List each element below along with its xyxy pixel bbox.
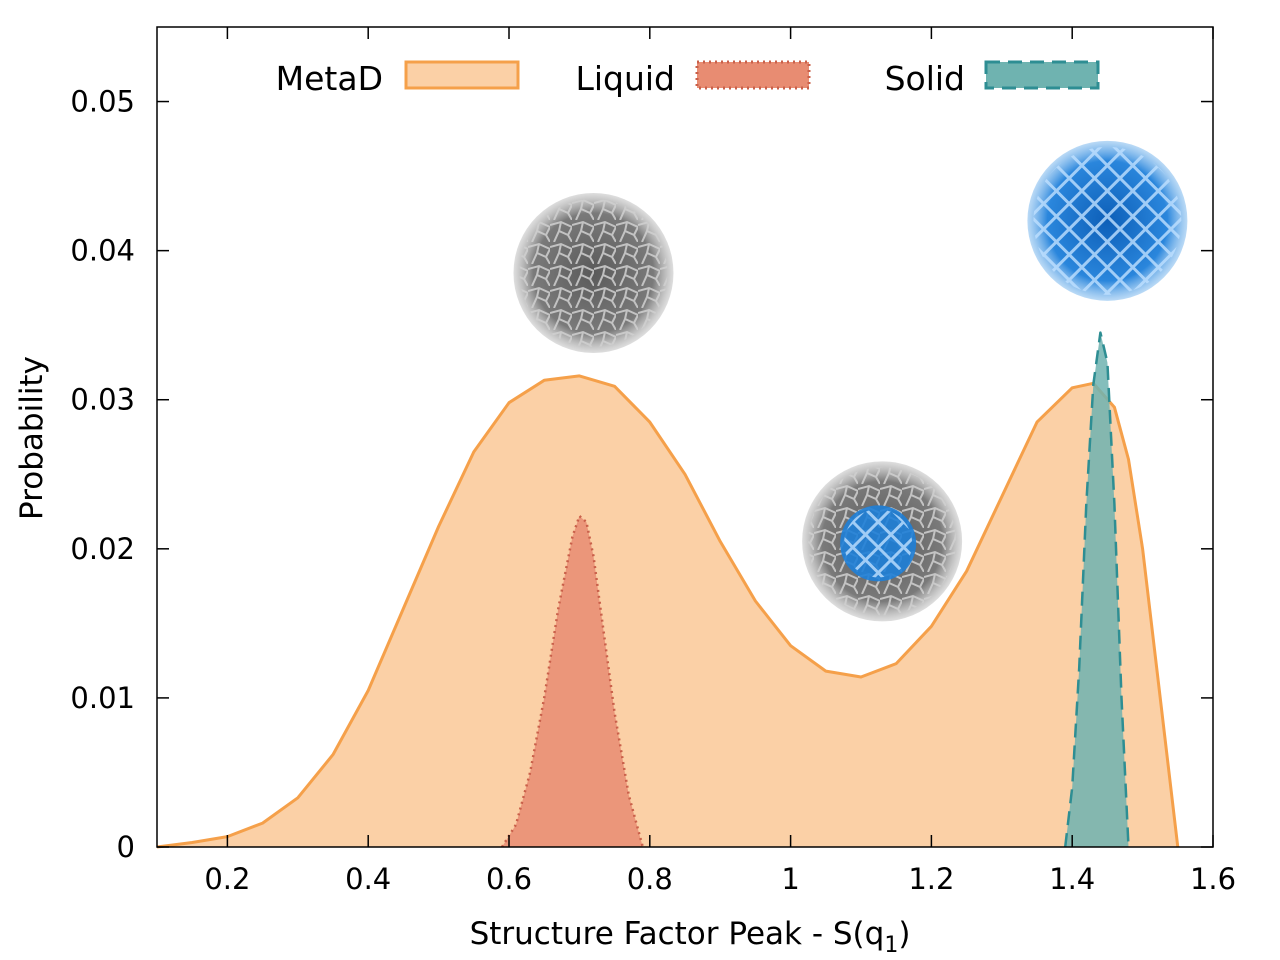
legend-swatch-liquid (695, 60, 811, 90)
y-tick-label: 0.04 (70, 234, 135, 268)
x-tick-label: 0.4 (345, 862, 391, 896)
y-axis-title: Probability (14, 356, 50, 520)
legend-label-solid: Solid (885, 59, 965, 98)
mixed-structure-sphere (802, 461, 963, 622)
x-tick-label: 0.2 (204, 862, 250, 896)
x-axis-title-subscript: 1 (884, 933, 898, 958)
legend: MetaD Liquid Solid (276, 59, 1100, 98)
inset-layer (513, 140, 1188, 622)
y-tick-label: 0.05 (70, 85, 135, 119)
x-tick-label: 1.6 (1190, 862, 1236, 896)
series-line-solid (1063, 331, 1130, 848)
x-tick-label: 1 (781, 862, 799, 896)
plot-border (156, 26, 1214, 848)
y-tick-label: 0 (117, 830, 135, 864)
x-axis-title: Structure Factor Peak - S(q1) (470, 916, 911, 958)
legend-swatch-solid (984, 60, 1100, 90)
legend-swatch-metad (404, 60, 520, 90)
series-line-metad (156, 374, 1180, 849)
y-tick-label: 0.03 (70, 383, 135, 417)
legend-label-liquid: Liquid (575, 59, 675, 98)
series-area-solid (1065, 332, 1129, 848)
x-tick-label: 1.2 (908, 862, 954, 896)
series-area-liquid (502, 516, 643, 847)
liquid-structure-sphere (513, 193, 674, 353)
series-layer (156, 331, 1180, 849)
x-tick-label: 1.4 (1049, 862, 1095, 896)
x-tick-label: 0.6 (486, 862, 532, 896)
y-tick-label: 0.02 (70, 532, 135, 566)
axes-layer: 0.2 0.4 0.6 0.8 1 1.2 1.4 1.6 0 0.01 0.02 0.03 0.04 0… (70, 26, 1236, 896)
y-tick-label: 0.01 (70, 681, 135, 715)
x-axis-title-suffix: ) (898, 916, 910, 952)
series-area-metad (157, 375, 1178, 847)
x-axis-title-main: Structure Factor Peak - S(q (470, 916, 885, 952)
x-tick-label: 0.8 (627, 862, 673, 896)
legend-label-metad: MetaD (276, 59, 383, 98)
solid-structure-sphere (1027, 140, 1188, 301)
